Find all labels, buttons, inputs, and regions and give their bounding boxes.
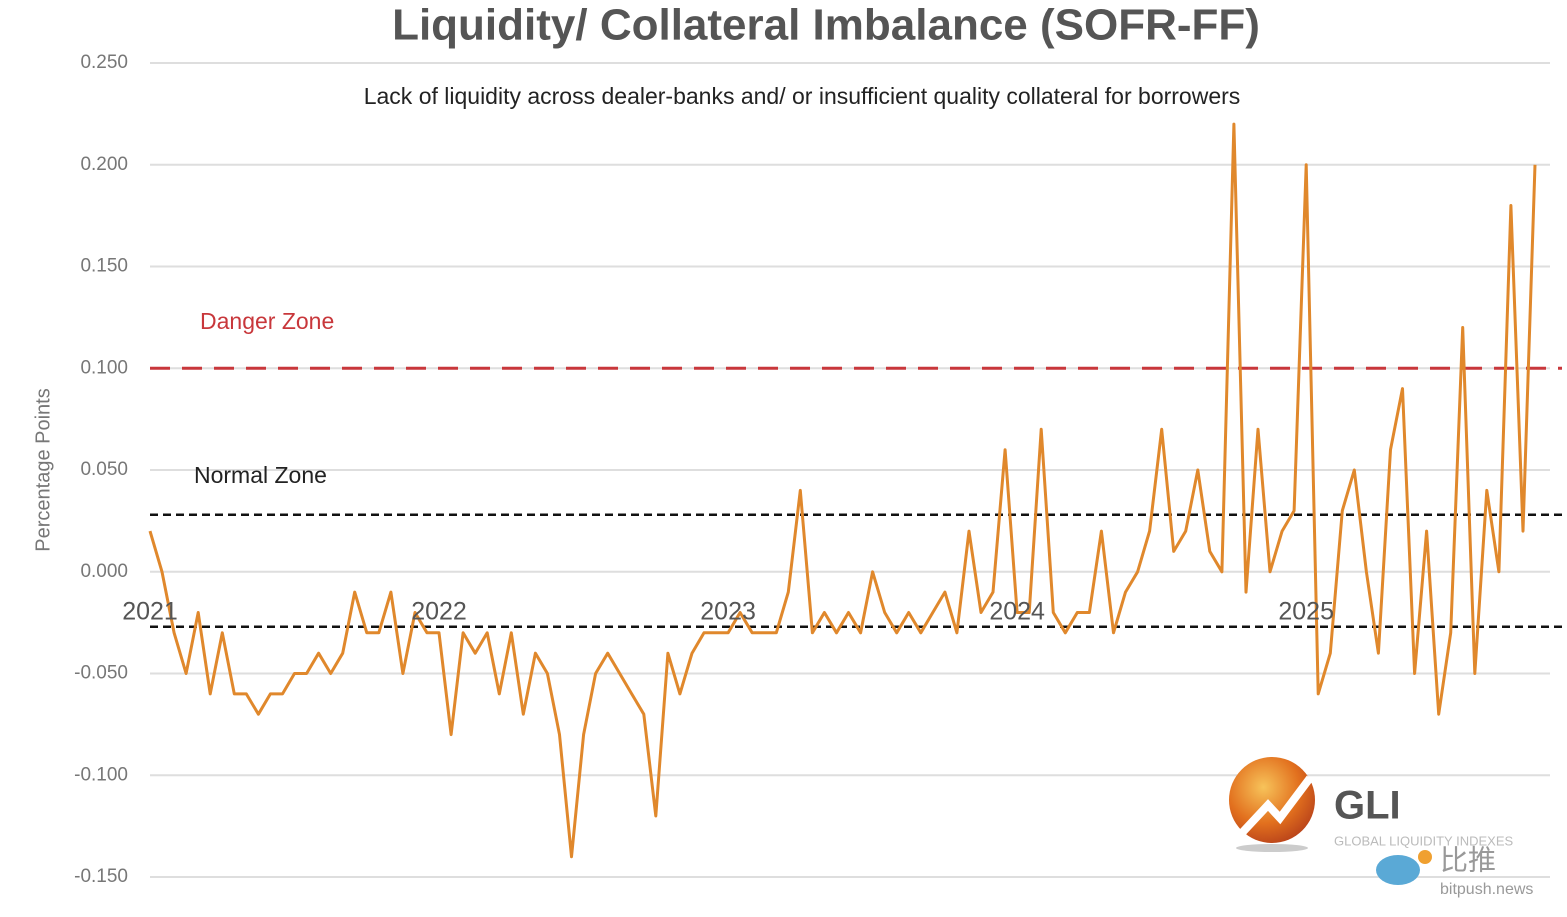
x-tick-label: 2025 [1278, 598, 1334, 626]
logo-tagline: GLOBAL LIQUIDITY INDEXES [1334, 833, 1513, 848]
chart-subtitle: Lack of liquidity across dealer-banks an… [364, 83, 1241, 109]
chart-title: Liquidity/ Collateral Imbalance (SOFR-FF… [392, 1, 1260, 50]
logo-name: GLI [1334, 784, 1401, 828]
logo-shadow [1236, 844, 1308, 852]
y-tick-label: -0.050 [74, 663, 128, 684]
danger-zone-label: Danger Zone [200, 308, 334, 334]
x-tick-label: 2021 [122, 598, 178, 626]
y-tick-label: 0.050 [80, 459, 128, 480]
y-tick-label: 0.150 [80, 256, 128, 277]
x-tick-label: 2024 [989, 598, 1045, 626]
series-line [148, 122, 1537, 859]
watermark-site: bitpush.news [1440, 881, 1533, 898]
normal-zone-label: Normal Zone [194, 462, 327, 488]
watermark-coin [1418, 850, 1432, 864]
watermark-name: 比推 [1440, 844, 1496, 875]
y-tick-label: 0.100 [80, 357, 128, 378]
watermark-bird [1376, 855, 1420, 885]
logo-arrow [1237, 775, 1314, 838]
y-tick-label: 0.200 [80, 154, 128, 175]
y-tick-label: 0.250 [80, 52, 128, 73]
x-tick-label: 2022 [411, 598, 467, 626]
logo: GLI GLOBAL LIQUIDITY INDEXES [1229, 757, 1513, 852]
watermark: 比推 bitpush.news [1376, 844, 1533, 898]
y-tick-label: -0.100 [74, 764, 128, 785]
y-axis-label: Percentage Points [32, 388, 54, 551]
x-tick-label: 2023 [700, 598, 756, 626]
y-tick-label: 0.000 [80, 561, 128, 582]
y-tick-label: -0.150 [74, 866, 128, 887]
